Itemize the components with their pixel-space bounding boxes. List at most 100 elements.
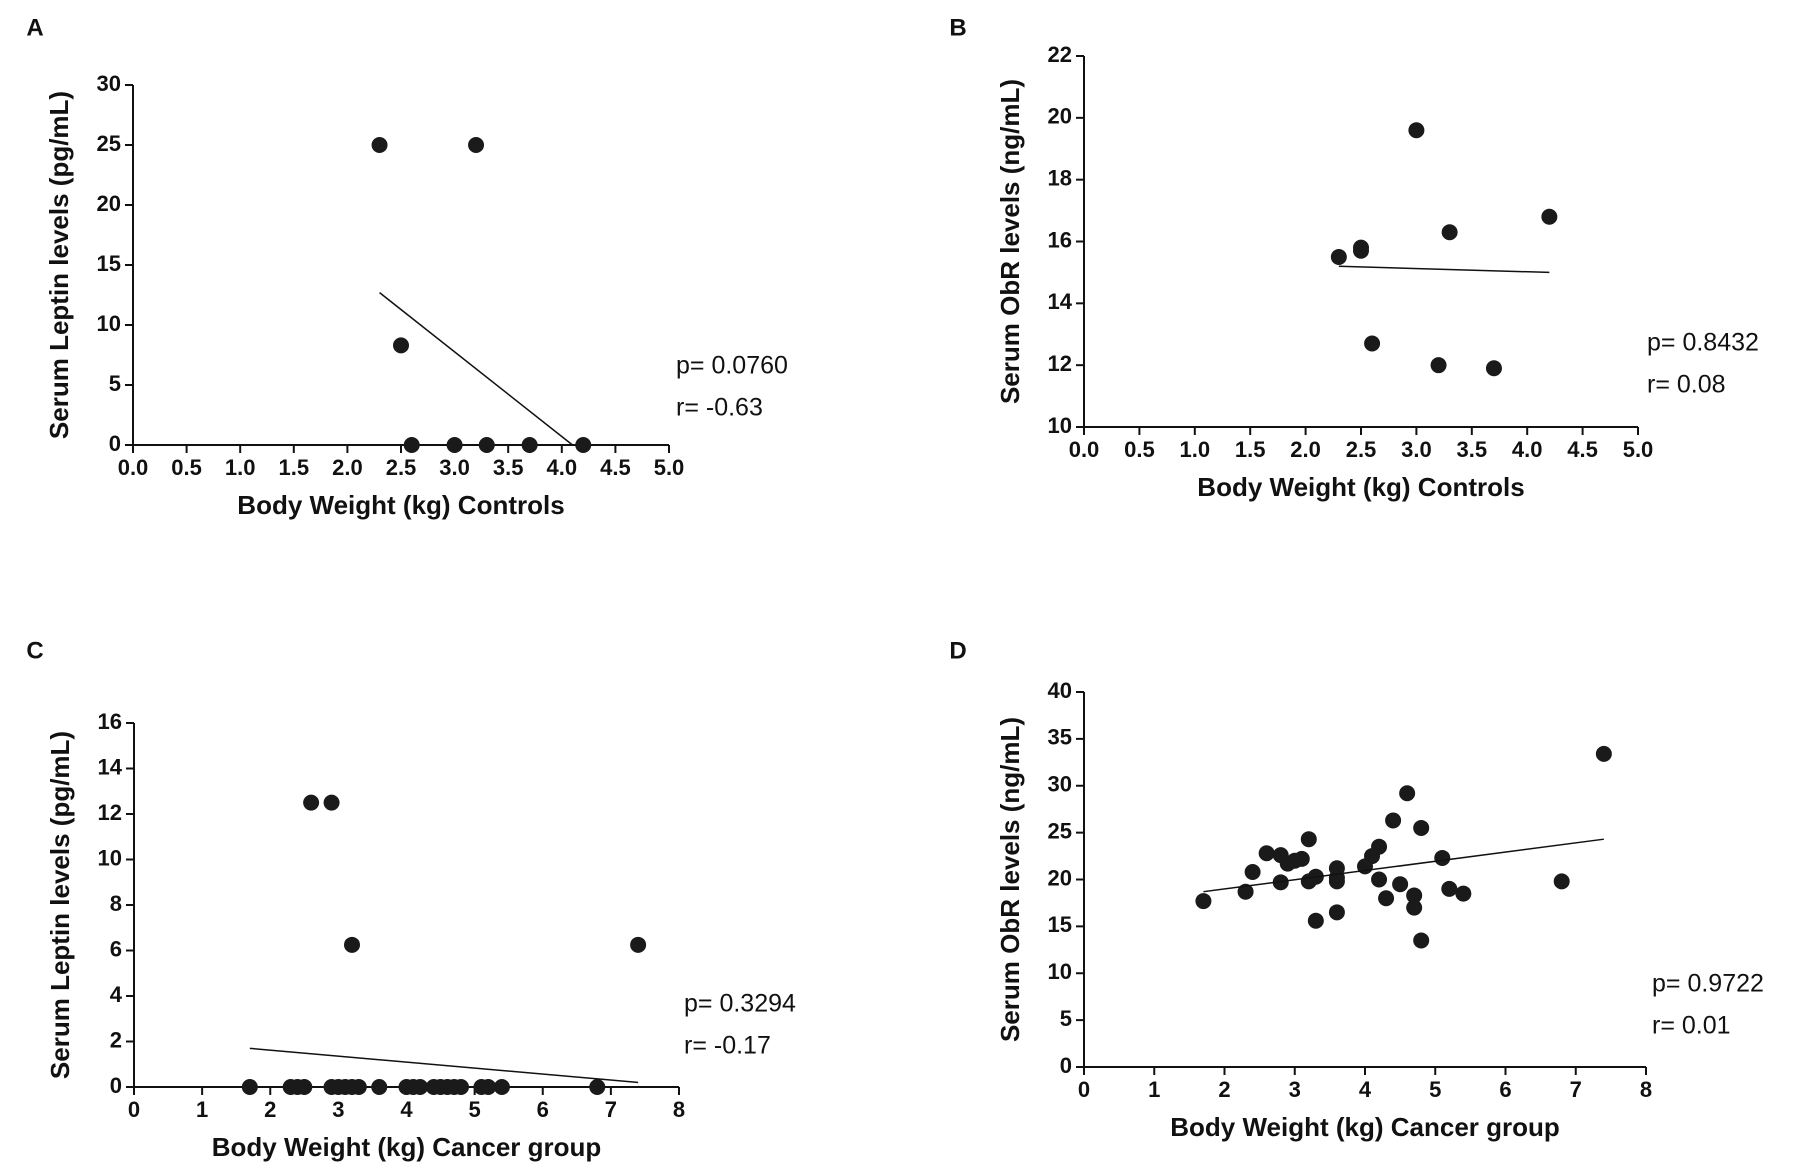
point — [468, 137, 485, 153]
annotation: p= 0.0760 — [676, 352, 788, 380]
y-tick-label: 5 — [1060, 1006, 1072, 1031]
y-tick-label: 20 — [1048, 104, 1072, 129]
y-axis-label: Serum ObR levels (ng/mL) — [995, 717, 1025, 1042]
point — [1413, 932, 1430, 949]
x-tick-label: 1 — [1148, 1077, 1160, 1102]
y-tick-label: 5 — [109, 371, 121, 396]
point — [453, 1079, 469, 1095]
y-tick-label: 30 — [1048, 772, 1072, 797]
y-tick-label: 20 — [1048, 865, 1072, 890]
point — [521, 437, 538, 453]
y-tick-label: 12 — [98, 800, 122, 825]
point — [1408, 122, 1425, 139]
y-tick-label: 10 — [1048, 413, 1072, 438]
x-tick-label: 4.5 — [600, 455, 631, 480]
panel-label: D — [949, 637, 966, 664]
x-tick-label: 8 — [673, 1097, 685, 1122]
x-tick-label: 3.5 — [493, 455, 524, 480]
x-axis-label: Body Weight (kg) Controls — [237, 490, 564, 520]
x-tick-label: 5.0 — [654, 455, 685, 480]
point — [1300, 831, 1317, 848]
annotation: r= -0.17 — [684, 1032, 771, 1060]
x-tick-label: 1.0 — [225, 455, 256, 480]
x-tick-label: 3 — [1289, 1077, 1301, 1102]
point — [1595, 745, 1612, 762]
point — [1385, 812, 1402, 829]
x-tick-label: 1.0 — [1180, 437, 1211, 462]
point — [1406, 887, 1423, 904]
x-tick-label: 8 — [1640, 1077, 1652, 1102]
x-tick-label: 0.5 — [171, 455, 202, 480]
point — [1307, 912, 1324, 929]
y-axis-label: Serum Leptin levels (pg/mL) — [44, 91, 74, 439]
point — [371, 1079, 388, 1095]
y-tick-label: 0 — [109, 431, 121, 456]
point — [393, 337, 409, 354]
x-tick-label: 5.0 — [1623, 437, 1654, 462]
x-tick-label: 0 — [128, 1097, 140, 1122]
x-tick-label: 2 — [264, 1097, 276, 1122]
point — [1485, 360, 1502, 377]
x-tick-label: 4.5 — [1567, 437, 1598, 462]
point — [493, 1079, 510, 1095]
y-tick-label: 30 — [97, 71, 121, 96]
point — [1430, 357, 1447, 374]
x-tick-label: 2.5 — [1346, 437, 1377, 462]
point — [1378, 890, 1395, 907]
y-tick-label: 15 — [1048, 912, 1072, 937]
annotation: r= 0.01 — [1652, 1012, 1731, 1040]
point — [1441, 880, 1458, 897]
point — [1328, 873, 1345, 890]
y-tick-label: 10 — [1048, 959, 1072, 984]
y-tick-label: 8 — [110, 891, 122, 916]
x-tick-label: 2.0 — [1290, 437, 1321, 462]
point — [1244, 864, 1261, 880]
point — [575, 437, 592, 453]
y-tick-label: 40 — [1048, 678, 1072, 703]
y-tick-label: 15 — [97, 251, 121, 276]
point — [1293, 850, 1310, 867]
point — [478, 437, 495, 453]
x-tick-label: 4.0 — [1512, 437, 1543, 462]
panel-label: A — [26, 14, 43, 41]
fit-line — [249, 1047, 639, 1084]
panel-label: C — [26, 637, 43, 664]
point — [412, 1079, 429, 1095]
point — [1434, 849, 1451, 866]
point — [1353, 239, 1369, 256]
point — [1371, 871, 1388, 888]
annotation: r= 0.08 — [1647, 371, 1726, 399]
point — [1328, 904, 1345, 921]
y-tick-label: 0 — [110, 1073, 122, 1098]
point — [589, 1079, 606, 1095]
point — [1258, 845, 1275, 862]
x-tick-label: 3 — [332, 1097, 344, 1122]
y-tick-label: 14 — [1048, 289, 1073, 314]
point — [1455, 885, 1472, 902]
x-tick-label: 5 — [469, 1097, 481, 1122]
point — [1541, 208, 1558, 225]
y-tick-label: 10 — [98, 845, 122, 870]
fit-line — [1203, 838, 1604, 893]
fit-line — [1338, 265, 1550, 274]
x-tick-label: 1.5 — [1235, 437, 1266, 462]
x-tick-label: 3.5 — [1457, 437, 1488, 462]
point — [371, 137, 388, 153]
x-tick-label: 0 — [1078, 1077, 1090, 1102]
y-tick-label: 2 — [110, 1027, 122, 1052]
annotation: p= 0.8432 — [1647, 329, 1759, 357]
y-tick-label: 25 — [97, 131, 121, 156]
x-tick-label: 7 — [1570, 1077, 1582, 1102]
y-tick-label: 12 — [1048, 351, 1072, 376]
x-tick-label: 0.5 — [1124, 437, 1155, 462]
x-axis-label: Body Weight (kg) Controls — [1197, 472, 1524, 502]
x-tick-label: 3.0 — [1401, 437, 1432, 462]
x-tick-label: 6 — [1499, 1077, 1511, 1102]
y-axis-label: Serum Leptin levels (pg/mL) — [45, 731, 75, 1079]
point — [446, 437, 463, 453]
x-tick-label: 7 — [605, 1097, 617, 1122]
point — [303, 794, 320, 811]
y-tick-label: 16 — [98, 709, 122, 734]
point — [1392, 876, 1409, 893]
point — [350, 1079, 367, 1095]
